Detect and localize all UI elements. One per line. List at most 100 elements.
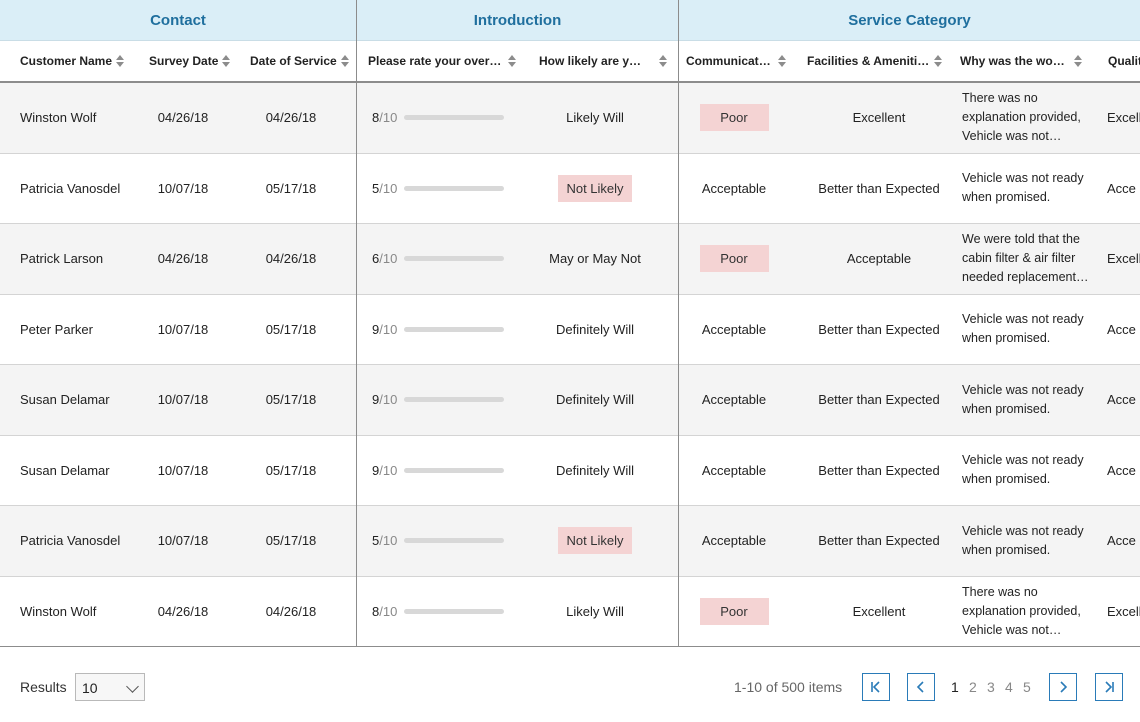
cell-overall-rating: 9/10 — [372, 295, 512, 365]
page-number-4[interactable]: 4 — [1005, 679, 1013, 695]
why-text: We were told that the cabin filter & air… — [962, 232, 1089, 285]
prev-page-icon — [916, 681, 924, 693]
sort-icon[interactable] — [934, 55, 942, 67]
column-header-facilities-amenities[interactable]: Facilities & Amenities — [807, 41, 942, 81]
group-header-contact: Contact — [0, 0, 356, 41]
results-label: Results — [20, 679, 67, 695]
page-number-2[interactable]: 2 — [969, 679, 977, 695]
cell-why-was-the-work: Vehicle was not ready when promised. — [962, 365, 1094, 435]
cell-date-of-service: 05/17/18 — [265, 533, 317, 549]
why-text: Vehicle was not ready when promised. — [962, 523, 1084, 557]
rating-bar — [404, 467, 504, 473]
previous-page-button[interactable] — [907, 673, 935, 701]
table-row[interactable]: Patricia Vanosdel 10/07/18 05/17/18 5/10 Not… — [0, 154, 1140, 224]
cell-survey-date: 04/26/18 — [157, 251, 209, 267]
group-header-service-category: Service Category — [679, 0, 1140, 41]
column-header-communication[interactable]: Communication — [686, 41, 786, 81]
next-page-icon — [1060, 681, 1068, 693]
rating-value: 6 — [372, 251, 380, 267]
cell-overall-rating: 9/10 — [372, 436, 512, 506]
cell-quality: Excell — [1107, 110, 1140, 126]
communication-badge: Poor — [699, 104, 769, 132]
cell-communication: Acceptable — [686, 365, 782, 435]
group-header-service-label: Service Category — [848, 11, 971, 29]
cell-date-of-service: 04/26/18 — [265, 251, 317, 267]
column-header-date-of-service[interactable]: Date of Service — [250, 41, 350, 81]
why-text: There was no explanation provided, Vehic… — [962, 584, 1081, 637]
cell-how-likely: Definitely Will — [528, 295, 662, 365]
sort-icon[interactable] — [116, 55, 125, 67]
rating-value: 8 — [372, 110, 380, 126]
last-page-button[interactable] — [1095, 673, 1123, 701]
rating-score: 5/10 — [372, 533, 404, 548]
first-page-button[interactable] — [862, 673, 890, 701]
cell-how-likely: Likely Will — [528, 577, 662, 647]
column-header-row: Customer Name Survey Date Date of Servic… — [0, 41, 1140, 83]
column-header-label: How likely are you… — [539, 54, 647, 68]
last-page-icon — [1105, 681, 1114, 693]
column-header-customer-name[interactable]: Customer Name — [20, 41, 130, 81]
cell-customer-name: Susan Delamar — [20, 392, 110, 408]
cell-customer-name: Winston Wolf — [20, 603, 97, 619]
sort-icon[interactable] — [222, 55, 231, 67]
likely-text: Likely Will — [566, 110, 624, 126]
table-row[interactable]: Winston Wolf 04/26/18 04/26/18 8/10 Likely W… — [0, 83, 1140, 154]
column-header-how-likely[interactable]: How likely are you… — [539, 41, 667, 81]
cell-why-was-the-work: Vehicle was not ready when promised. — [962, 506, 1094, 576]
communication-text: Acceptable — [701, 321, 767, 337]
cell-overall-rating: 5/10 — [372, 506, 512, 576]
cell-facilities-amenities: Acceptable — [846, 251, 912, 267]
rating-denominator: /10 — [379, 392, 398, 408]
column-header-survey-date[interactable]: Survey Date — [149, 41, 239, 81]
likely-text: Definitely Will — [555, 392, 634, 408]
rating-denominator: /10 — [379, 251, 398, 267]
chevron-down-icon — [126, 680, 139, 693]
cell-overall-rating: 8/10 — [372, 83, 512, 153]
page-size-value: 10 — [82, 680, 98, 696]
page-size-select[interactable]: 10 — [75, 673, 145, 701]
sort-icon[interactable] — [508, 55, 516, 67]
cell-facilities-amenities: Excellent — [852, 603, 906, 619]
cell-survey-date: 10/07/18 — [157, 180, 209, 196]
cell-date-of-service: 04/26/18 — [265, 603, 317, 619]
table-row[interactable]: Susan Delamar 10/07/18 05/17/18 9/10 Definit… — [0, 365, 1140, 436]
page-number-3[interactable]: 3 — [987, 679, 995, 695]
table-row[interactable]: Susan Delamar 10/07/18 05/17/18 9/10 Definit… — [0, 436, 1140, 506]
sort-icon[interactable] — [778, 55, 786, 67]
communication-text: Acceptable — [701, 533, 767, 549]
cell-communication: Acceptable — [686, 154, 782, 224]
rating-denominator: /10 — [379, 321, 398, 337]
likely-text: Definitely Will — [555, 321, 634, 337]
table-row[interactable]: Patrick Larson 04/26/18 04/26/18 6/10 May or… — [0, 224, 1140, 295]
cell-overall-rating: 6/10 — [372, 224, 512, 294]
rating-bar — [404, 608, 504, 614]
communication-text: Acceptable — [701, 180, 767, 196]
column-header-quality[interactable]: Qualit — [1108, 41, 1140, 81]
cell-quality: Acce — [1107, 533, 1136, 549]
sort-icon[interactable] — [1074, 55, 1082, 67]
cell-how-likely: Not Likely — [528, 506, 662, 576]
column-group-divider — [356, 0, 357, 646]
next-page-button[interactable] — [1049, 673, 1077, 701]
why-text: Vehicle was not ready when promised. — [962, 171, 1084, 205]
rating-bar — [404, 185, 504, 191]
table-row[interactable]: Winston Wolf 04/26/18 04/26/18 8/10 Likely W… — [0, 577, 1140, 647]
rating-score: 8/10 — [372, 604, 404, 619]
column-header-why-was-the-work[interactable]: Why was the work… — [960, 41, 1085, 81]
page-number-1[interactable]: 1 — [951, 679, 959, 695]
cell-overall-rating: 9/10 — [372, 365, 512, 435]
rating-score: 9/10 — [372, 463, 404, 478]
column-header-label: Survey Date — [149, 54, 219, 68]
cell-how-likely: May or May Not — [528, 224, 662, 294]
sort-icon[interactable] — [659, 55, 667, 67]
sort-icon[interactable] — [340, 55, 349, 67]
column-header-label: Facilities & Amenities — [807, 54, 930, 68]
column-header-overall-rating[interactable]: Please rate your overall… — [368, 41, 518, 81]
table-row[interactable]: Patricia Vanosdel 10/07/18 05/17/18 5/10 Not… — [0, 506, 1140, 577]
page-number-5[interactable]: 5 — [1023, 679, 1031, 695]
cell-date-of-service: 04/26/18 — [265, 110, 317, 126]
first-page-icon — [871, 681, 880, 693]
group-header-introduction-label: Introduction — [473, 11, 562, 29]
table-row[interactable]: Peter Parker 10/07/18 05/17/18 9/10 Definite… — [0, 295, 1140, 365]
